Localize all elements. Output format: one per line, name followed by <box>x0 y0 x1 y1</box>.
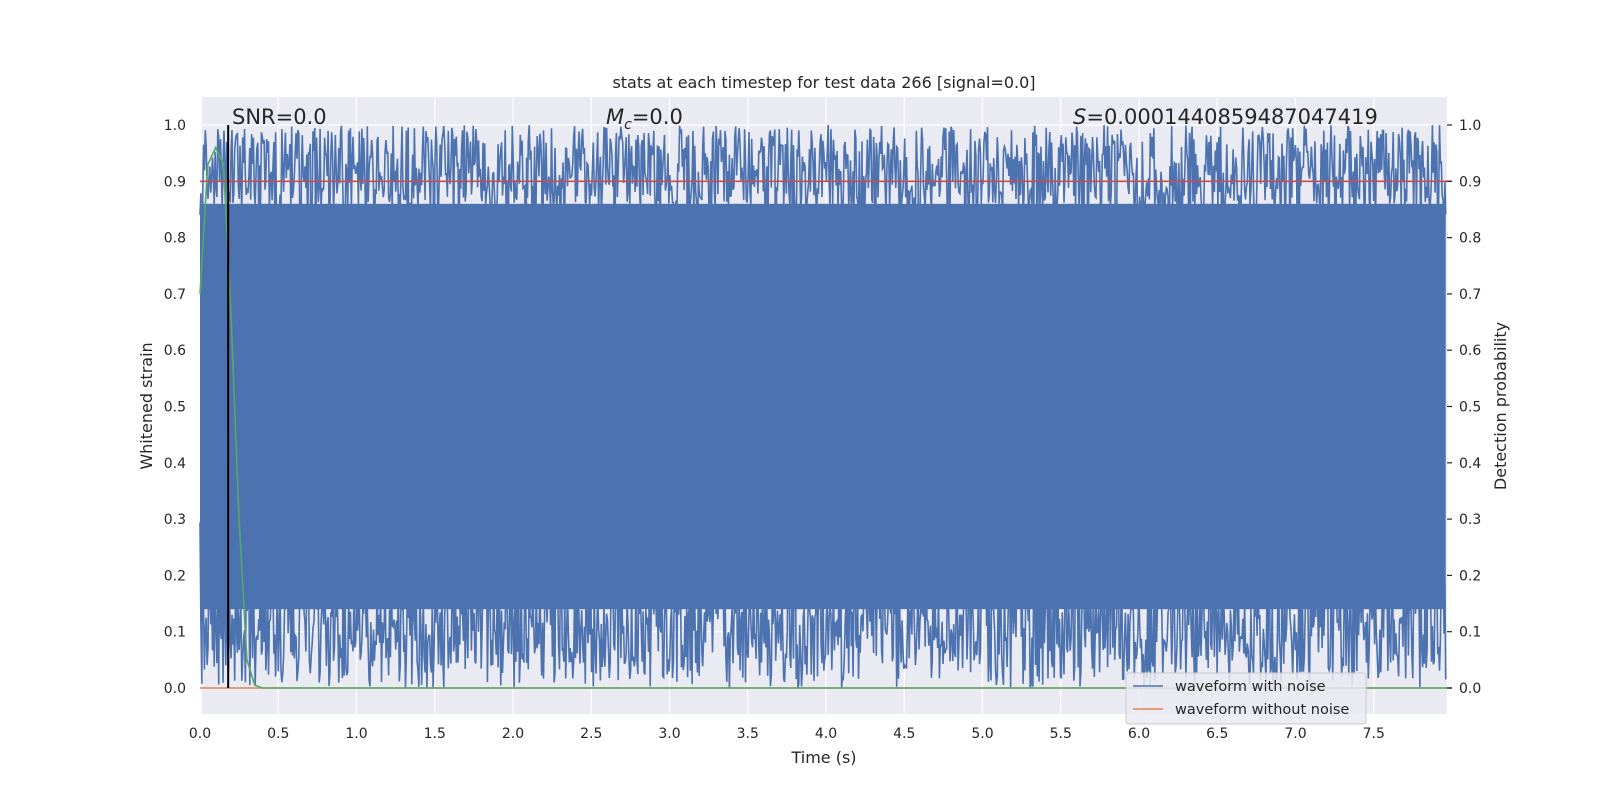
x-tick-label: 3.0 <box>658 726 680 742</box>
waveform-with-noise-band <box>200 203 1446 610</box>
x-tick-label: 5.5 <box>1050 726 1072 742</box>
y-tick-label: 0.9 <box>164 174 186 190</box>
y-tick-label: 0.8 <box>164 231 186 247</box>
waveform-with-noise-upper-envelope <box>199 124 1447 350</box>
y-tick-label: 0.5 <box>164 400 186 416</box>
y2-tick-label: 0.2 <box>1459 568 1481 584</box>
y2-tick-label: 0.1 <box>1459 625 1481 641</box>
y-axis-label: Whitened strain <box>137 342 156 469</box>
y-tick-label: 0.4 <box>164 456 186 472</box>
x-tick-label: 2.0 <box>502 726 524 742</box>
y2-tick-label: 0.7 <box>1459 287 1481 303</box>
x-tick-label: 5.0 <box>971 726 993 742</box>
legend-label-without-noise: waveform without noise <box>1175 702 1349 718</box>
y2-tick-label: 0.8 <box>1459 231 1481 247</box>
y2-axis-label: Detection probability <box>1491 322 1510 490</box>
y-tick-label: 0.1 <box>164 625 186 641</box>
legend-label-with-noise: waveform with noise <box>1175 679 1326 695</box>
mc-subscript: c <box>624 117 632 133</box>
noisy-waveform-layer <box>199 124 1447 689</box>
x-tick-label: 2.5 <box>580 726 602 742</box>
x-tick-label: 1.5 <box>424 726 446 742</box>
y-tick-label: 1.0 <box>164 118 186 134</box>
x-tick-label: 0.0 <box>189 726 211 742</box>
y2-tick-label: 0.9 <box>1459 174 1481 190</box>
x-tick-label: 4.0 <box>815 726 837 742</box>
legend-box <box>1125 672 1367 725</box>
waveform-with-noise-lower-envelope <box>199 497 1447 689</box>
y-tick-label: 0.2 <box>164 568 186 584</box>
y2-tick-label: 0.0 <box>1459 681 1481 697</box>
mc-annotation: Mc=0.0 <box>606 105 683 133</box>
x-tick-label: 7.5 <box>1363 726 1385 742</box>
x-tick-label: 0.5 <box>267 726 289 742</box>
x-tick-label: 7.0 <box>1284 726 1306 742</box>
y-tick-label: 0.0 <box>164 681 186 697</box>
y2-tick-label: 0.6 <box>1459 343 1481 359</box>
x-axis-label: Time (s) <box>790 748 856 767</box>
y-tick-label: 0.3 <box>164 512 186 528</box>
x-tick-label: 1.0 <box>345 726 367 742</box>
detection-probability-line <box>199 145 1452 689</box>
y2-tick-label: 0.3 <box>1459 512 1481 528</box>
x-tick-label: 4.5 <box>893 726 915 742</box>
y-tick-label: 0.6 <box>164 343 186 359</box>
mc-symbol: M <box>606 105 624 129</box>
y-tick-label: 0.7 <box>164 287 186 303</box>
y2-tick-label: 0.4 <box>1459 456 1481 472</box>
tick-layer: 0.0 0.5 1.0 1.5 2.0 2.5 3.0 3.5 4.0 4.5 5.0 5.5 6.0 6… <box>164 118 1482 742</box>
chart-title: stats at each timestep for test data 266… <box>612 73 1035 92</box>
x-tick-label: 6.0 <box>1128 726 1150 742</box>
s-annotation: S=0.0001440859487047419 <box>1073 105 1378 129</box>
legend: waveform with noise waveform without noi… <box>1125 672 1367 725</box>
snr-annotation: SNR=0.0 <box>232 105 327 129</box>
x-tick-label: 3.5 <box>737 726 759 742</box>
s-symbol: S <box>1073 105 1086 129</box>
s-value: =0.0001440859487047419 <box>1086 105 1378 129</box>
mc-value: =0.0 <box>632 105 683 129</box>
x-tick-label: 6.5 <box>1206 726 1228 742</box>
y2-tick-label: 0.5 <box>1459 400 1481 416</box>
y2-tick-label: 1.0 <box>1459 118 1481 134</box>
